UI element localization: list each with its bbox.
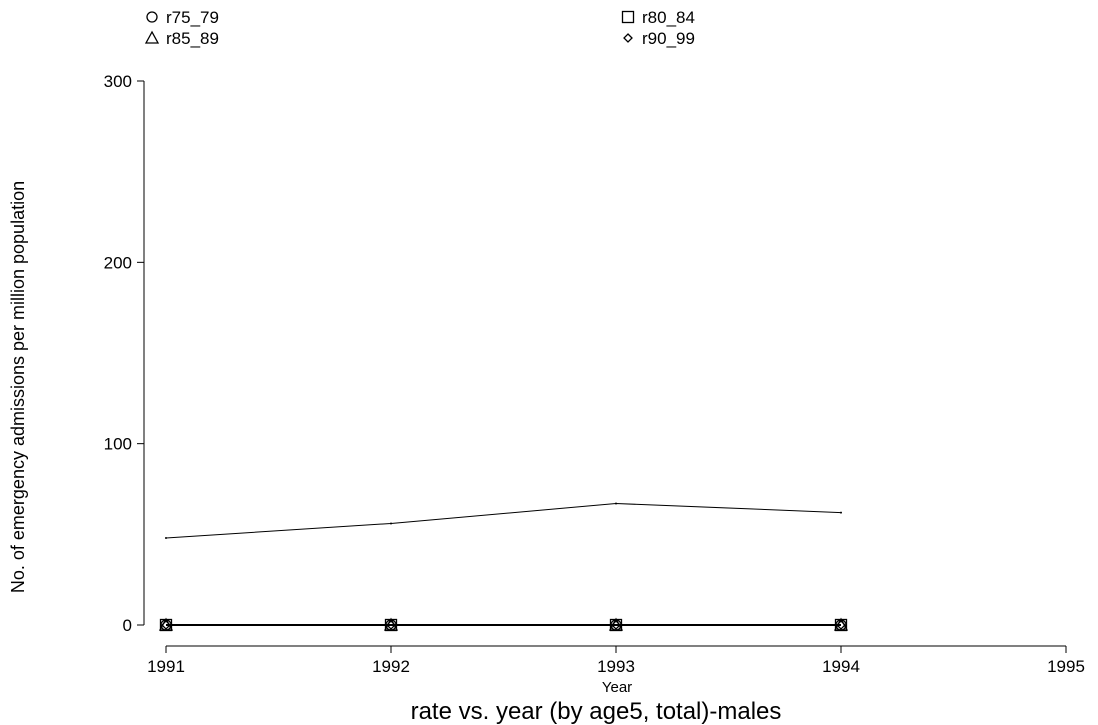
data-point bbox=[390, 522, 392, 525]
x-tick-label: 1993 bbox=[597, 657, 635, 676]
series-r90_99 bbox=[161, 620, 846, 630]
y-tick-label: 100 bbox=[104, 435, 132, 454]
x-axis-title: Year bbox=[602, 679, 632, 696]
legend-item-r90_99: r90_99 bbox=[623, 29, 695, 48]
y-axis-title: No. of emergency admissions per million … bbox=[8, 181, 28, 593]
legend-label: r85_89 bbox=[166, 29, 219, 48]
axes: 0 100 200 300 1991 1992 1993 1994 1995 bbox=[104, 72, 1085, 676]
chart-title: rate vs. year (by age5, total)-males bbox=[411, 698, 782, 725]
data-point bbox=[615, 502, 617, 505]
y-tick-label: 0 bbox=[123, 616, 132, 635]
legend-marker bbox=[623, 33, 633, 43]
data-point bbox=[611, 620, 621, 630]
data-point bbox=[840, 511, 842, 514]
legend-item-r80_84: r80_84 bbox=[621, 8, 695, 27]
x-tick-label: 1992 bbox=[372, 657, 410, 676]
legend: r75_79 r80_84 r85_89 r90_99 bbox=[144, 8, 695, 48]
legend-label: r80_84 bbox=[642, 8, 695, 27]
data-point bbox=[161, 620, 171, 630]
legend-marker bbox=[146, 11, 158, 23]
legend-label: r75_79 bbox=[166, 8, 219, 27]
y-tick-label: 300 bbox=[104, 72, 132, 91]
data-point bbox=[836, 620, 846, 630]
x-tick-label: 1991 bbox=[147, 657, 185, 676]
legend-marker bbox=[144, 30, 160, 44]
y-tick-label: 200 bbox=[104, 253, 132, 272]
legend-marker bbox=[621, 10, 635, 24]
series-line bbox=[165, 503, 842, 539]
series-line-4 bbox=[165, 502, 842, 539]
legend-label: r90_99 bbox=[642, 29, 695, 48]
x-tick-label: 1994 bbox=[822, 657, 860, 676]
data-point bbox=[386, 620, 396, 630]
x-tick-label: 1995 bbox=[1047, 657, 1085, 676]
data-point bbox=[165, 536, 167, 539]
legend-item-r85_89: r85_89 bbox=[144, 29, 219, 48]
plot-area bbox=[158, 502, 849, 632]
legend-item-r75_79: r75_79 bbox=[146, 8, 219, 27]
